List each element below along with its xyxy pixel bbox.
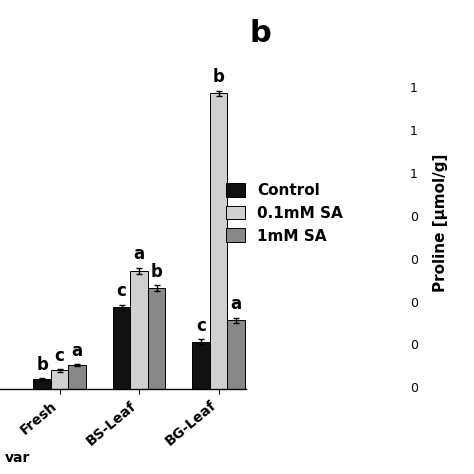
Text: 1: 1 [410, 168, 418, 181]
Text: 0: 0 [410, 211, 418, 224]
Text: a: a [72, 342, 82, 360]
Bar [68, 365, 86, 389]
Text: c: c [196, 317, 206, 335]
Bar [210, 93, 228, 389]
Text: 0: 0 [410, 382, 418, 395]
Text: 0: 0 [410, 297, 418, 310]
Text: c: c [117, 283, 127, 301]
Text: b: b [36, 356, 48, 374]
Bar [148, 288, 165, 389]
Text: 0: 0 [410, 339, 418, 352]
Text: a: a [134, 246, 145, 264]
Text: b: b [250, 19, 272, 48]
Bar [113, 307, 130, 389]
Bar [51, 371, 68, 389]
Legend: Control, 0.1mM SA, 1mM SA: Control, 0.1mM SA, 1mM SA [220, 177, 349, 250]
Text: b: b [213, 68, 225, 86]
Text: Proline [μmol/g]: Proline [μmol/g] [433, 154, 448, 292]
Bar [33, 379, 51, 389]
Text: 1: 1 [410, 82, 418, 95]
Text: var: var [5, 450, 30, 465]
Text: 1: 1 [410, 125, 418, 138]
Text: c: c [55, 347, 64, 365]
Text: b: b [151, 263, 163, 281]
Text: 0: 0 [410, 254, 418, 267]
Bar [228, 320, 245, 389]
Bar [192, 342, 210, 389]
Bar [130, 271, 148, 389]
Text: a: a [230, 295, 242, 313]
